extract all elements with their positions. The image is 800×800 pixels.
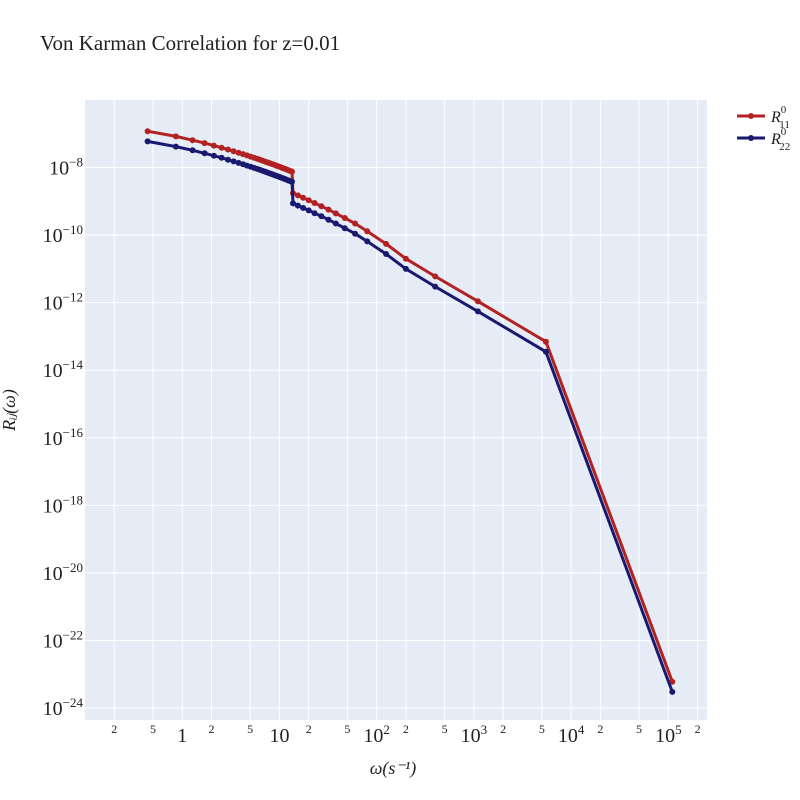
data-point bbox=[144, 128, 151, 135]
data-point bbox=[294, 192, 301, 199]
x-axis-label: ω(s⁻¹) bbox=[370, 758, 417, 779]
x-minor-tick-label: 2 bbox=[597, 722, 603, 736]
data-point bbox=[300, 204, 307, 211]
data-point bbox=[305, 207, 312, 214]
data-point bbox=[230, 158, 237, 165]
data-point bbox=[218, 154, 225, 161]
legend-marker bbox=[748, 135, 754, 141]
data-point bbox=[332, 220, 339, 227]
x-tick-label: 1 bbox=[177, 725, 187, 747]
x-minor-tick-label: 2 bbox=[208, 722, 214, 736]
grid-lines bbox=[85, 100, 707, 720]
data-point bbox=[189, 137, 196, 144]
y-tick-label: 10−10 bbox=[43, 222, 83, 247]
data-point bbox=[305, 197, 312, 204]
data-point bbox=[290, 200, 296, 207]
legend-item-22[interactable]: R0 22 bbox=[737, 126, 790, 153]
data-point bbox=[230, 148, 237, 155]
data-point bbox=[669, 688, 676, 695]
legend-marker bbox=[748, 113, 754, 119]
x-tick-label: 102 bbox=[363, 722, 390, 747]
data-point bbox=[332, 210, 339, 217]
x-minor-tick-label: 2 bbox=[500, 722, 506, 736]
legend-label: R0 22 bbox=[770, 126, 790, 153]
data-point bbox=[341, 225, 348, 232]
x-tick-label: 103 bbox=[461, 722, 488, 747]
x-minor-tick-label: 5 bbox=[636, 722, 642, 736]
x-minor-tick-label: 2 bbox=[111, 722, 117, 736]
data-point bbox=[432, 273, 439, 280]
data-point bbox=[402, 265, 409, 272]
chart-title: Von Karman Correlation for z=0.01 bbox=[40, 31, 340, 55]
data-point bbox=[289, 178, 295, 185]
x-minor-tick-label: 5 bbox=[539, 722, 545, 736]
data-point bbox=[318, 203, 325, 210]
data-point bbox=[383, 251, 390, 257]
data-point bbox=[542, 348, 549, 355]
data-point bbox=[144, 138, 151, 145]
data-point bbox=[225, 156, 231, 163]
data-point bbox=[432, 283, 439, 290]
data-point bbox=[210, 152, 217, 159]
data-point bbox=[201, 140, 208, 147]
x-tick-label: 105 bbox=[655, 722, 682, 747]
legend-item-11[interactable]: R0 11 bbox=[737, 104, 790, 131]
data-point bbox=[300, 194, 307, 201]
x-tick-label: 10 bbox=[269, 725, 289, 747]
x-minor-tick-label: 2 bbox=[403, 722, 409, 736]
data-point bbox=[218, 144, 225, 151]
data-point bbox=[352, 220, 359, 227]
y-tick-label: 10−24 bbox=[43, 695, 84, 720]
data-point bbox=[189, 147, 196, 154]
x-minor-tick-label: 5 bbox=[150, 722, 156, 736]
data-point bbox=[352, 230, 359, 237]
data-point bbox=[364, 228, 371, 235]
data-point bbox=[225, 146, 231, 153]
x-minor-tick-label: 5 bbox=[344, 722, 350, 736]
data-point bbox=[311, 210, 318, 217]
legend-label: R0 11 bbox=[770, 104, 790, 131]
data-point bbox=[210, 142, 217, 149]
x-minor-tick-label: 5 bbox=[442, 722, 448, 736]
data-point bbox=[311, 200, 318, 206]
data-point bbox=[364, 238, 371, 245]
y-tick-label: 10−20 bbox=[43, 560, 83, 585]
data-point bbox=[341, 215, 348, 221]
data-point bbox=[325, 216, 332, 223]
data-point bbox=[318, 213, 325, 220]
data-point bbox=[172, 143, 179, 150]
data-point bbox=[325, 206, 332, 213]
x-axis-ticks: 1 10 102 103 104 105 2 5 2 5 2 5 2 5 2 5 2 5 2 bbox=[111, 722, 700, 747]
data-point bbox=[402, 255, 409, 262]
x-minor-tick-label: 5 bbox=[247, 722, 253, 736]
data-point bbox=[474, 298, 481, 305]
x-tick-label: 104 bbox=[558, 722, 585, 747]
data-point bbox=[201, 150, 208, 157]
data-point bbox=[383, 240, 390, 247]
x-minor-tick-label: 2 bbox=[306, 722, 312, 736]
y-axis-label: Rᵢⱼ(ω) bbox=[0, 389, 20, 432]
plot-background bbox=[85, 100, 707, 720]
series-layer bbox=[144, 128, 676, 695]
data-point bbox=[542, 338, 549, 345]
x-minor-tick-label: 2 bbox=[695, 722, 701, 736]
series-22 bbox=[144, 138, 676, 695]
data-point bbox=[289, 168, 295, 175]
data-point bbox=[669, 678, 676, 685]
y-tick-label: 10−16 bbox=[43, 425, 84, 450]
y-tick-label: 10−14 bbox=[43, 357, 84, 382]
data-point bbox=[294, 202, 301, 209]
y-tick-label: 10−18 bbox=[43, 492, 83, 517]
data-point bbox=[474, 308, 481, 315]
y-tick-label: 10−8 bbox=[49, 155, 83, 180]
y-tick-label: 10−12 bbox=[43, 290, 83, 315]
y-tick-label: 10−22 bbox=[43, 627, 83, 652]
y-axis-ticks: 10−8 10−10 10−12 10−14 10−16 10−18 10−20 10−22 1… bbox=[43, 155, 84, 720]
data-point bbox=[172, 133, 179, 140]
